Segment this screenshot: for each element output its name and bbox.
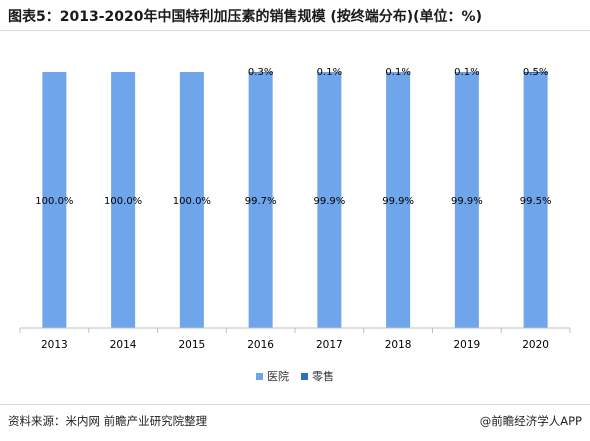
bar-hospital-2020: [523, 73, 548, 328]
data-label-retail-2020: 0.5%: [523, 67, 548, 78]
bar-hospital-2015: [179, 72, 204, 328]
data-label-hospital-2020: 99.5%: [520, 196, 552, 207]
data-label-retail-2016: 0.3%: [248, 67, 273, 78]
title-divider: [0, 30, 590, 31]
bar-hospital-2018: [386, 72, 411, 328]
x-tick-label-2017: 2017: [316, 339, 343, 351]
data-label-hospital-2015: 100.0%: [173, 196, 211, 207]
data-label-retail-2018: 0.1%: [385, 67, 410, 78]
data-label-hospital-2013: 100.0%: [35, 196, 73, 207]
bar-retail-2016: [248, 72, 273, 73]
x-tick-label-2015: 2015: [179, 339, 206, 351]
brand-credit: @前瞻经济学人APP: [479, 414, 582, 428]
chart-area: 2013 2014 2015 2016 2017 2018 2019 2020 100.0% 1…: [19, 67, 571, 351]
data-label-hospital-2014: 100.0%: [104, 196, 142, 207]
bar-hospital-2019: [454, 72, 479, 328]
x-tick-label-2014: 2014: [110, 339, 137, 351]
x-tick-label-2016: 2016: [247, 339, 274, 351]
data-label-retail-2017: 0.1%: [317, 67, 342, 78]
data-label-hospital-2018: 99.9%: [382, 196, 414, 207]
legend-swatch: [301, 372, 308, 380]
legend-label: 零售: [312, 370, 334, 383]
legend-item-retail: 零售: [301, 368, 334, 384]
bar-hospital-2016: [248, 72, 273, 328]
chart-title: 图表5：2013-2020年中国特利加压素的销售规模 (按终端分布)(单位：%): [8, 9, 482, 25]
source-note: 资料来源：米内网 前瞻产业研究院整理: [8, 414, 208, 428]
legend-item-hospital: 医院: [256, 368, 289, 384]
data-label-retail-2019: 0.1%: [454, 67, 479, 78]
x-tick-label-2020: 2020: [522, 339, 549, 351]
data-label-hospital-2019: 99.9%: [451, 196, 483, 207]
x-tick-label-2013: 2013: [41, 339, 68, 351]
legend-swatch: [256, 372, 263, 380]
bar-hospital-2017: [317, 72, 342, 328]
chart-legend: 医院 零售: [0, 368, 590, 384]
bar-hospital-2014: [111, 72, 136, 328]
legend-label: 医院: [267, 370, 289, 383]
bar-hospital-2013: [42, 72, 67, 328]
data-label-hospital-2017: 99.9%: [313, 196, 345, 207]
x-tick-label-2019: 2019: [454, 339, 481, 351]
bar-retail-2020: [523, 72, 548, 74]
x-tick-label-2018: 2018: [385, 339, 412, 351]
data-label-hospital-2016: 99.7%: [245, 196, 277, 207]
footer-divider: [0, 404, 590, 405]
